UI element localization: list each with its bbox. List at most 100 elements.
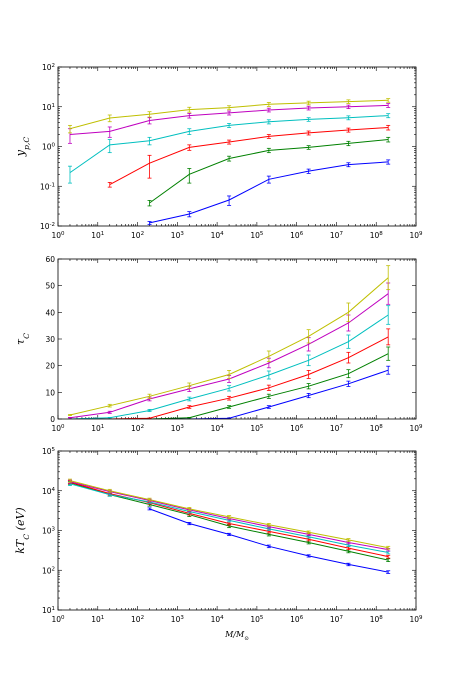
x-tick-label: 106 [290,424,304,433]
error-bar-red [266,384,271,391]
error-bar-blue [227,417,232,419]
y-tick-label: 10-2 [40,222,55,231]
x-tick-label: 107 [330,615,344,624]
panel-3: 100 101 102 103 104 105 106 107 108 1091011021031… [14,447,423,642]
x-tick-label: 105 [250,615,264,624]
error-bar-blue [306,392,311,399]
axis-ticks [57,258,417,420]
error-bar-blue [266,405,271,409]
error-bar-yellow [67,478,72,483]
y-tick-label: 103 [42,527,56,536]
x-tick-label: 109 [409,424,423,433]
x-tick-label: 104 [211,231,225,240]
x-tick-label: 103 [171,615,185,624]
x-tick-label: 108 [370,615,384,624]
x-tick-label: 102 [131,424,144,433]
error-bar-cyan [386,113,391,119]
error-bar-yellow [107,403,112,408]
series-group [67,478,391,574]
plot-frame [57,258,417,420]
error-bar-green [386,346,391,361]
error-bar-yellow [187,507,192,511]
error-bar-cyan [147,136,152,146]
error-bar-red [107,181,112,188]
error-bar-yellow [346,538,351,542]
x-tick-label: 102 [131,615,144,624]
error-bar-cyan [266,370,271,380]
error-bar-yellow [386,98,391,103]
error-bar-red [306,370,311,379]
y-tick-label: 40 [45,308,55,317]
error-bar-red [227,395,232,401]
error-bar-magenta [266,107,271,113]
y-tick-label: 10-1 [40,182,55,191]
error-bar-red [346,351,351,364]
error-bar-yellow [187,382,192,389]
error-bar-cyan [306,354,311,367]
error-bar-yellow [266,102,271,107]
panel-2: 100 101 102 103 104 105 106 107 108 109 0 10 20 30 40 5… [14,255,423,433]
y-axis-label: yp,C [14,137,31,158]
error-bar-blue [306,554,311,558]
error-bar-red [386,554,391,559]
error-bar-blue [227,532,232,536]
error-bar-cyan [107,139,112,154]
error-bar-red [386,124,391,131]
y-tick-label: 10 [45,388,55,397]
error-bar-blue [306,168,311,174]
error-bar-green [306,145,311,150]
error-bar-cyan [306,117,311,122]
x-tick-label: 103 [171,424,185,433]
error-bar-blue [346,562,351,567]
error-bar-green [227,155,232,162]
x-tick-label: 103 [171,231,185,240]
error-bar-blue [187,521,192,526]
y-tick-label: 102 [42,566,55,575]
error-bar-green [386,136,391,143]
error-bar-cyan [346,115,351,121]
error-bar-red [147,154,152,179]
error-bar-yellow [386,265,391,291]
error-bar-cyan [227,385,232,392]
error-bar-yellow [346,99,351,104]
error-bar-yellow [346,302,351,323]
y-tick-label: 20 [45,362,55,371]
axis-ticks [57,66,417,227]
y-tick-label: 104 [42,487,56,496]
error-bar-green [227,405,232,409]
error-bar-green [346,369,351,379]
x-tick-label: 104 [211,424,225,433]
error-bar-cyan [227,123,232,128]
error-bar-green [346,140,351,147]
error-bar-cyan [107,416,112,419]
y-tick-label: 60 [45,255,55,264]
error-bar-red [227,139,232,145]
error-bar-yellow [107,114,112,123]
error-bar-green [266,147,271,154]
error-bar-blue [386,570,391,574]
y-axis-label: τC [14,333,31,345]
error-bar-yellow [67,124,72,134]
error-bar-cyan [187,128,192,135]
error-bar-cyan [67,165,72,184]
y-tick-label: 0 [50,415,55,424]
error-bar-magenta [386,103,391,108]
series-group [67,265,391,419]
x-tick-label: 108 [370,424,384,433]
error-bar-magenta [306,105,311,111]
panel-1: 100 101 102 103 104 105 106 107 108 109 10-2 10-1 10… [14,63,423,240]
x-axis-label: M/M⊙ [224,630,249,642]
x-tick-label: 100 [51,615,65,624]
x-tick-label: 109 [409,231,423,240]
error-bar-green [187,416,192,419]
error-bar-yellow [147,393,152,399]
x-tick-label: 101 [91,231,104,240]
error-bar-yellow [147,497,152,502]
error-bar-blue [187,211,192,218]
error-bar-yellow [187,106,192,113]
error-bar-red [147,417,152,419]
y-tick-label: 105 [42,447,56,456]
error-bar-blue [386,159,391,165]
x-tick-label: 104 [211,615,225,624]
x-tick-label: 101 [91,615,104,624]
